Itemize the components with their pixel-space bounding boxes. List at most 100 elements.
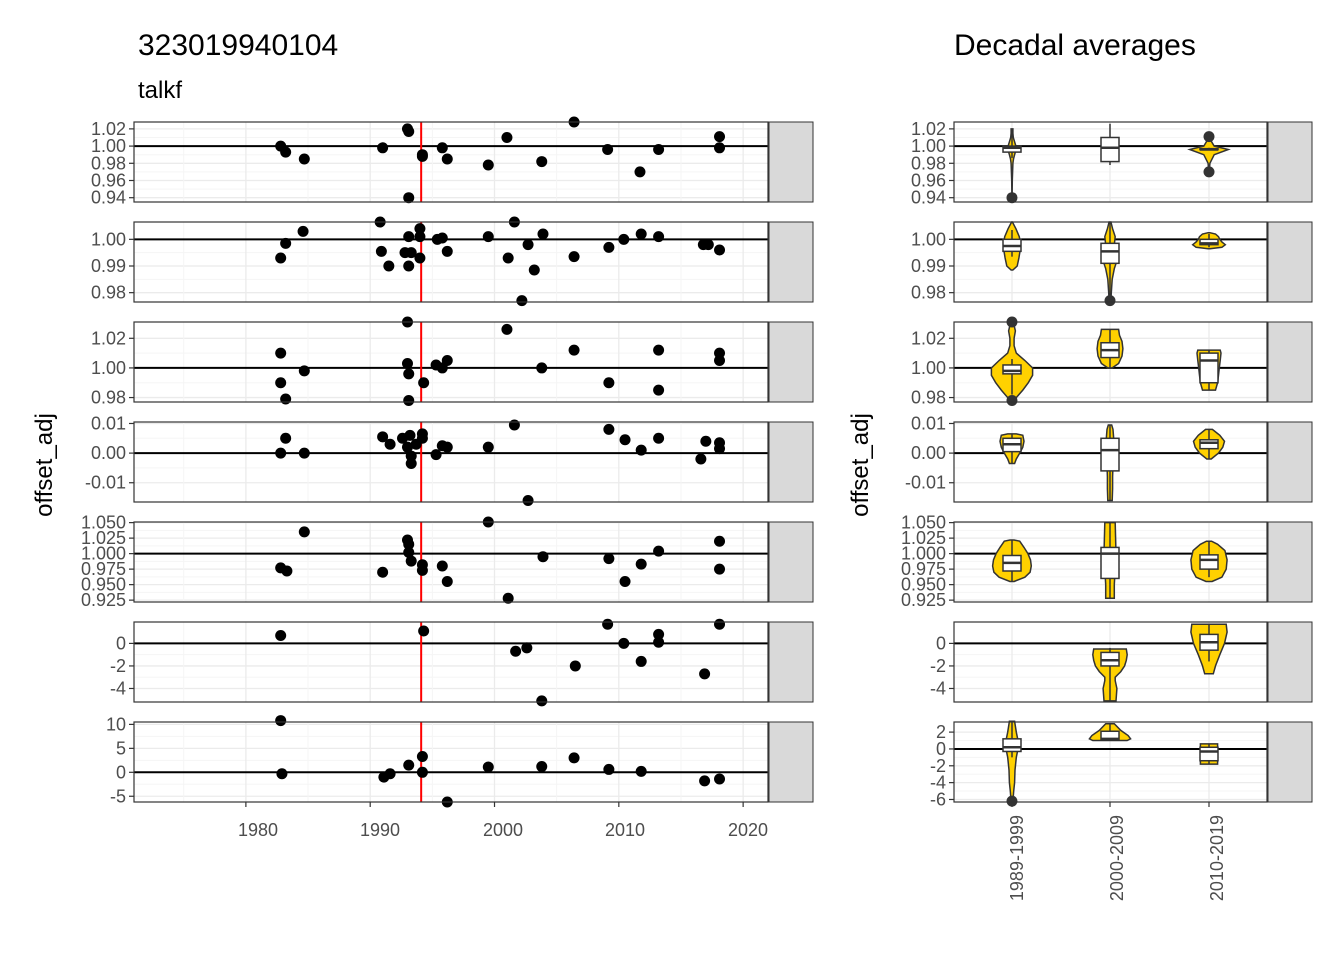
data-point	[436, 560, 448, 572]
data-point	[653, 231, 665, 243]
data-point	[482, 441, 494, 453]
y-tick-label: -0.01	[905, 473, 946, 493]
data-point	[430, 449, 442, 461]
data-point	[418, 377, 430, 389]
data-point	[635, 444, 647, 456]
left-plot-title: 323019940104	[138, 29, 338, 62]
y-tick-label: -4	[930, 678, 946, 698]
data-point	[436, 232, 448, 244]
data-point	[280, 146, 292, 158]
outlier-point	[1104, 295, 1116, 307]
right-plot-title: Decadal averages	[954, 29, 1196, 62]
data-point	[280, 237, 292, 249]
y-tick-label: 2	[936, 722, 946, 742]
violin-panel-talk: -4-20talk	[930, 621, 1313, 703]
data-point	[603, 423, 615, 435]
panel-border	[133, 421, 769, 503]
panel-border	[133, 621, 769, 703]
data-point	[634, 166, 646, 178]
y-tick-label: 0.99	[91, 256, 126, 276]
data-point	[501, 131, 513, 143]
data-point	[298, 526, 310, 538]
box-iqr	[1002, 364, 1022, 375]
right-facet-panels: 0.940.960.981.001.02nitrate0.980.991.00o…	[901, 119, 1313, 809]
violin-panel-phosphate: 0.981.001.02phosphate	[911, 316, 1313, 408]
data-point	[403, 260, 415, 272]
box-iqr	[1100, 242, 1120, 265]
data-point	[482, 231, 494, 243]
decade-tick-label: 2010-2019	[1207, 815, 1227, 901]
data-point	[695, 453, 707, 465]
data-point	[275, 347, 287, 359]
panel-border	[953, 121, 1268, 203]
data-point	[522, 495, 534, 507]
data-point	[275, 715, 287, 727]
data-point	[635, 558, 647, 570]
facet-strip	[1267, 621, 1313, 703]
y-tick-label: 1.02	[911, 328, 946, 348]
data-point	[653, 144, 665, 156]
y-tick-label: 0.950	[81, 575, 126, 595]
y-tick-label: 0.975	[901, 559, 946, 579]
data-point	[418, 625, 430, 637]
panel-border	[133, 121, 769, 203]
y-tick-label: 1.025	[81, 528, 126, 548]
data-point	[416, 149, 428, 161]
data-point	[414, 223, 426, 235]
facet-strip	[1267, 721, 1313, 803]
box-iqr	[1199, 352, 1219, 384]
data-point	[441, 441, 453, 453]
data-point	[714, 131, 726, 143]
data-point	[482, 159, 494, 171]
data-point	[516, 295, 528, 307]
data-point	[502, 252, 514, 264]
facet-strip	[1267, 421, 1313, 503]
box-iqr	[1002, 738, 1022, 753]
data-point	[401, 441, 413, 453]
panel-border	[133, 321, 769, 403]
data-point	[502, 592, 514, 604]
data-point	[714, 618, 726, 630]
data-point	[699, 775, 711, 787]
data-point	[403, 125, 415, 137]
data-point	[298, 365, 310, 377]
violin-panel-nitrate: 0.940.960.981.001.02nitrate	[911, 119, 1313, 208]
facet-strip	[1267, 221, 1313, 303]
panel-background	[134, 622, 768, 702]
data-point	[603, 553, 615, 565]
data-point	[653, 545, 665, 557]
panel-background	[134, 422, 768, 502]
data-point	[501, 323, 513, 335]
data-point	[603, 241, 615, 253]
data-point	[377, 142, 389, 154]
box-iqr	[1002, 145, 1022, 153]
data-point	[714, 563, 726, 575]
data-point	[298, 447, 310, 459]
panel-border	[133, 221, 769, 303]
facet-strip	[1267, 521, 1313, 603]
data-point	[375, 245, 387, 257]
data-point	[416, 564, 428, 576]
data-point	[619, 434, 631, 446]
y-tick-label: -5	[110, 786, 126, 806]
outlier-point	[1006, 192, 1018, 204]
facet-strip	[768, 621, 814, 703]
data-point	[603, 763, 615, 775]
data-point	[403, 395, 415, 407]
x-tick-label: 2020	[728, 820, 768, 840]
data-point	[414, 252, 426, 264]
y-tick-label: 0.96	[911, 170, 946, 190]
data-point	[714, 773, 726, 785]
data-point	[377, 566, 389, 578]
data-point	[403, 368, 415, 380]
panel-background	[134, 722, 768, 802]
y-tick-label: -0.01	[85, 473, 126, 493]
data-point	[403, 231, 415, 243]
data-point	[281, 565, 293, 577]
data-point	[618, 637, 630, 649]
y-tick-label: 1.000	[81, 544, 126, 564]
data-point	[404, 429, 416, 441]
panel-border	[953, 721, 1268, 803]
